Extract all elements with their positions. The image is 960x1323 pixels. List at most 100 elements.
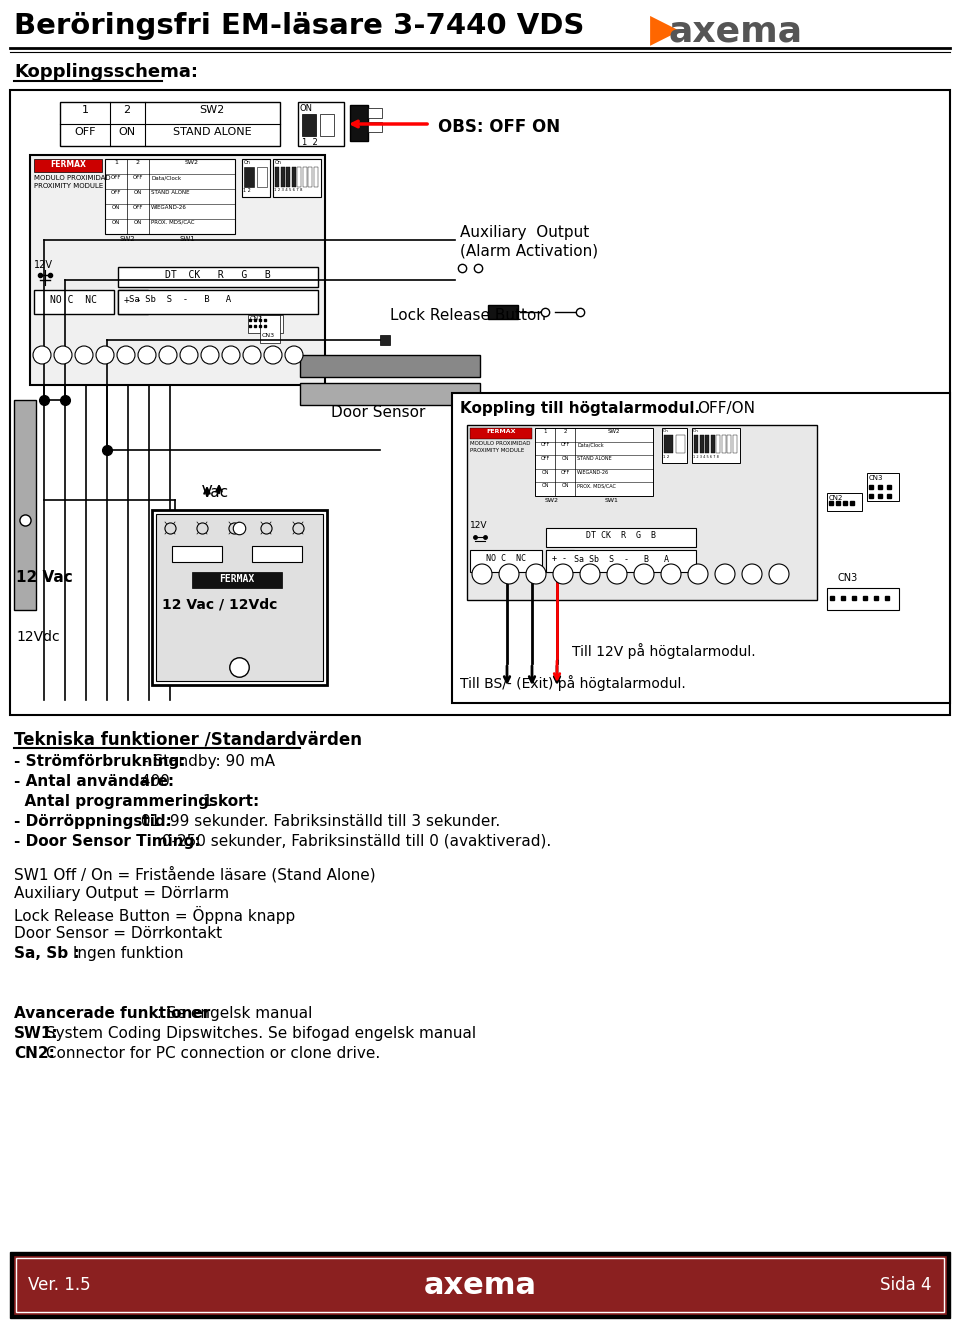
Text: FERMAX: FERMAX [220,574,254,583]
Text: 12 Vac / 12Vdc: 12 Vac / 12Vdc [162,598,277,613]
Bar [380,335,390,345]
Text: Sa, Sb :: Sa, Sb : [14,946,80,960]
Text: 1 2 3 4 5 6 7 8: 1 2 3 4 5 6 7 8 [693,455,719,459]
Text: - Strömförbrukning:: - Strömförbrukning: [14,754,185,769]
Bar [297,167,301,187]
Text: Connector for PC connection or clone drive.: Connector for PC connection or clone dri… [41,1046,380,1061]
Text: ON: ON [133,191,142,194]
Bar [867,474,899,501]
Circle shape [742,564,762,583]
Text: CN2: CN2 [829,495,844,501]
Bar [664,435,673,452]
Text: Door Sensor = Dörrkontakt: Door Sensor = Dörrkontakt [14,926,222,941]
Text: - Antal användare:: - Antal användare: [14,774,174,789]
Circle shape [201,347,219,364]
Circle shape [222,347,240,364]
Text: Tekniska funktioner /Standardvärden: Tekniska funktioner /Standardvärden [14,730,362,747]
Text: Sida 4: Sida 4 [880,1275,932,1294]
Text: 0-250 sekunder, Fabriksinställd till 0 (avaktiverad).: 0-250 sekunder, Fabriksinställd till 0 (… [156,833,551,849]
Bar [292,167,296,187]
Bar [156,515,323,681]
Circle shape [33,347,51,364]
Bar [34,290,114,314]
Text: 12 Vac: 12 Vac [16,570,73,585]
Bar [350,105,368,142]
Text: 1 2: 1 2 [663,455,669,459]
Text: On: On [244,160,251,165]
Bar [252,546,302,562]
Text: 1: 1 [114,160,118,165]
Text: SW2: SW2 [185,160,199,165]
Bar [314,167,318,187]
Text: SW1 Off / On = Fristående läsare (Stand Alone): SW1 Off / On = Fristående läsare (Stand … [14,867,375,882]
Text: PROXIMITY MODULE: PROXIMITY MODULE [470,448,524,452]
Text: Koppling till högtalarmodul.: Koppling till högtalarmodul. [460,401,700,415]
Text: Lock Release Button: Lock Release Button [390,308,546,323]
Bar [60,102,280,146]
Circle shape [715,564,735,583]
Text: Vac: Vac [202,486,228,500]
Text: SW1:: SW1: [14,1027,59,1041]
Bar [118,290,318,314]
Text: Sa Sb  S  -   B   A: Sa Sb S - B A [129,295,231,304]
Bar [152,509,327,685]
Text: OFF: OFF [132,175,143,180]
Bar [546,550,574,572]
Bar [827,587,899,610]
Text: Door Sensor: Door Sensor [331,405,425,419]
Text: OFF: OFF [540,442,550,447]
Text: 12V: 12V [470,521,488,531]
Text: FERMAX: FERMAX [50,160,86,169]
Text: STAND ALONE: STAND ALONE [577,456,612,460]
Text: 12Vdc: 12Vdc [16,630,60,644]
Circle shape [264,347,282,364]
Circle shape [243,347,261,364]
Text: axema: axema [668,15,803,48]
Bar [172,546,222,562]
Bar [105,159,235,234]
Bar [722,435,726,452]
Bar [700,435,704,452]
Bar [30,155,325,385]
Bar [320,114,334,136]
Bar [244,167,254,187]
Text: Avancerade funktioner: Avancerade funktioner [14,1005,210,1021]
Bar [467,425,817,601]
Text: NO C  NC: NO C NC [486,554,526,564]
Bar [118,267,318,287]
Text: MODULO PROXIMIDAD: MODULO PROXIMIDAD [470,441,531,446]
Text: MODULO PROXIMIDAD: MODULO PROXIMIDAD [34,175,110,181]
Text: ON: ON [541,483,549,488]
Bar [676,435,685,452]
Text: SW1: SW1 [605,497,619,503]
Text: PROX. MDS/CAC: PROX. MDS/CAC [577,483,616,488]
Text: ON: ON [118,127,135,138]
Text: (Alarm Activation): (Alarm Activation) [460,243,598,258]
Text: Till 12V på högtalarmodul.: Till 12V på högtalarmodul. [572,643,756,659]
Text: OFF: OFF [540,456,550,460]
Bar [535,429,653,496]
Circle shape [285,347,303,364]
Text: On: On [693,429,699,433]
Text: 1: 1 [82,105,88,115]
Bar [260,315,280,343]
Text: 1: 1 [198,794,212,808]
Circle shape [607,564,627,583]
Text: Beröringsfri EM-läsare 3-7440 VDS: Beröringsfri EM-läsare 3-7440 VDS [14,12,585,40]
Text: On: On [663,429,669,433]
Circle shape [138,347,156,364]
Text: 1 2: 1 2 [243,188,251,193]
Text: - Dörröppningstid:: - Dörröppningstid: [14,814,172,830]
Text: ON: ON [562,483,568,488]
Bar [280,167,284,187]
Text: Antal programmeringskort:: Antal programmeringskort: [14,794,259,808]
Circle shape [96,347,114,364]
Bar [275,167,279,187]
Circle shape [553,564,573,583]
Text: Till BS/- (Exit) på högtalarmodul.: Till BS/- (Exit) på högtalarmodul. [460,675,685,691]
Circle shape [472,564,492,583]
Text: SW2: SW2 [200,105,225,115]
Text: ON: ON [541,470,549,475]
Text: SW2: SW2 [608,429,620,434]
Text: - Standby: 90 mA: - Standby: 90 mA [143,754,276,769]
